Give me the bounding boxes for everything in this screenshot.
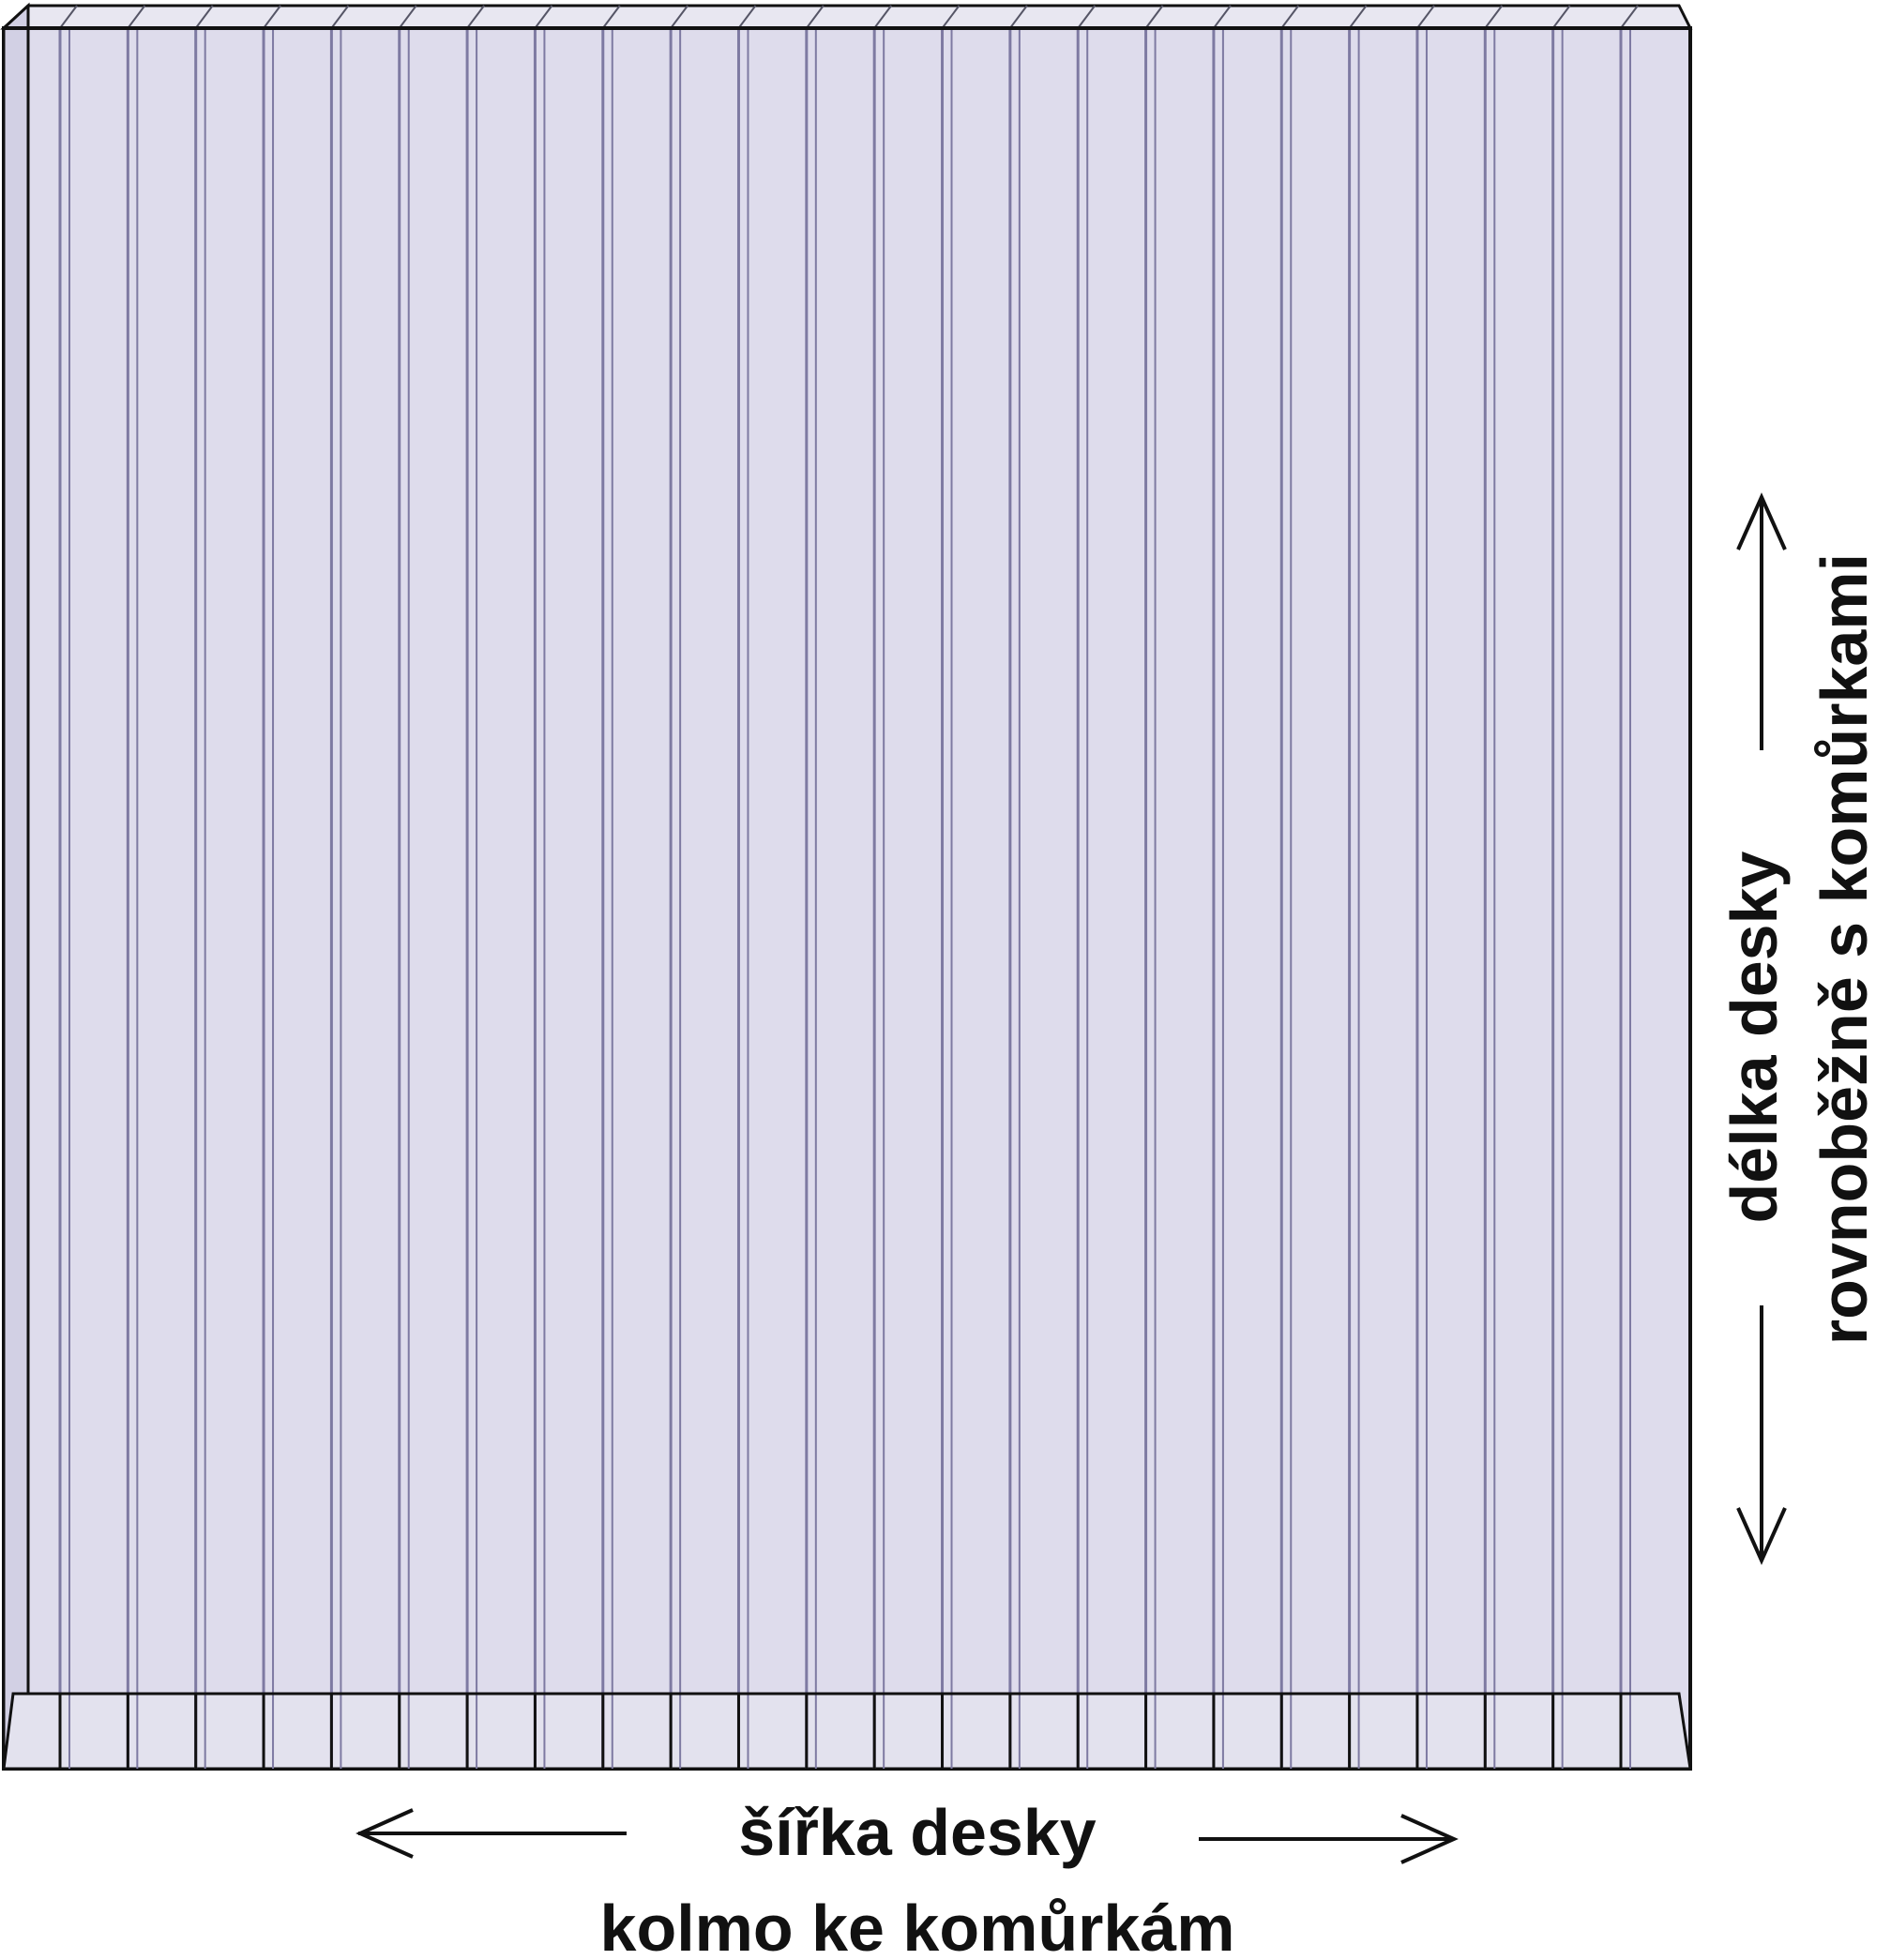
panel-left-edge	[2, 2, 30, 1770]
panel-rib-top-tick	[1213, 5, 1232, 29]
panel-rib-top-tick	[466, 5, 485, 29]
panel-rib-top-tick	[601, 5, 621, 29]
panel-rib-top-tick	[263, 5, 281, 29]
panel-rib-top-tick	[534, 5, 553, 29]
panel-rib-top-tick	[1348, 5, 1368, 29]
length-label-line1: délka desky	[1717, 851, 1791, 1223]
panel-rib-top-tick	[873, 5, 892, 29]
panel-top-edge	[0, 4, 1693, 30]
panel-rib-top-tick	[1077, 5, 1097, 29]
panel-rib-ticks	[58, 5, 1639, 1769]
panel-rib-top-tick	[737, 5, 757, 29]
panel-rib-top-tick	[59, 5, 78, 29]
panel-rib-top-tick	[1280, 5, 1300, 29]
panel-rib-top-tick	[1551, 5, 1571, 29]
panel-rib-top-tick	[1009, 5, 1028, 29]
width-arrow-right	[1199, 1814, 1459, 1864]
length-label-line2: rovnoběžně s komůrkami	[1808, 553, 1881, 1345]
panel-rib-top-tick	[398, 5, 417, 29]
length-arrow-up	[1736, 492, 1787, 750]
panel-rib-top-tick	[941, 5, 961, 29]
panel-bottom-edge	[2, 1692, 1692, 1771]
panel-rib-top-tick	[127, 5, 146, 29]
panel-ribs	[58, 28, 1631, 1769]
width-arrow-left	[356, 1808, 627, 1859]
panel-rib-top-tick	[1484, 5, 1504, 29]
panel-rib-top-tick	[670, 5, 688, 29]
panel-rib-top-tick	[806, 5, 824, 29]
width-label-line1: šířka desky	[738, 1796, 1096, 1869]
length-arrow-down	[1736, 1305, 1787, 1565]
panel-rib-top-tick	[194, 5, 214, 29]
panel-rib-top-tick	[1620, 5, 1639, 29]
panel-rib-top-tick	[330, 5, 350, 29]
panel-rib-top-tick	[1416, 5, 1435, 29]
panel-face	[2, 26, 1692, 1771]
panel-rib-top-tick	[1144, 5, 1164, 29]
width-label-line2: kolmo ke komůrkám	[600, 1892, 1235, 1960]
